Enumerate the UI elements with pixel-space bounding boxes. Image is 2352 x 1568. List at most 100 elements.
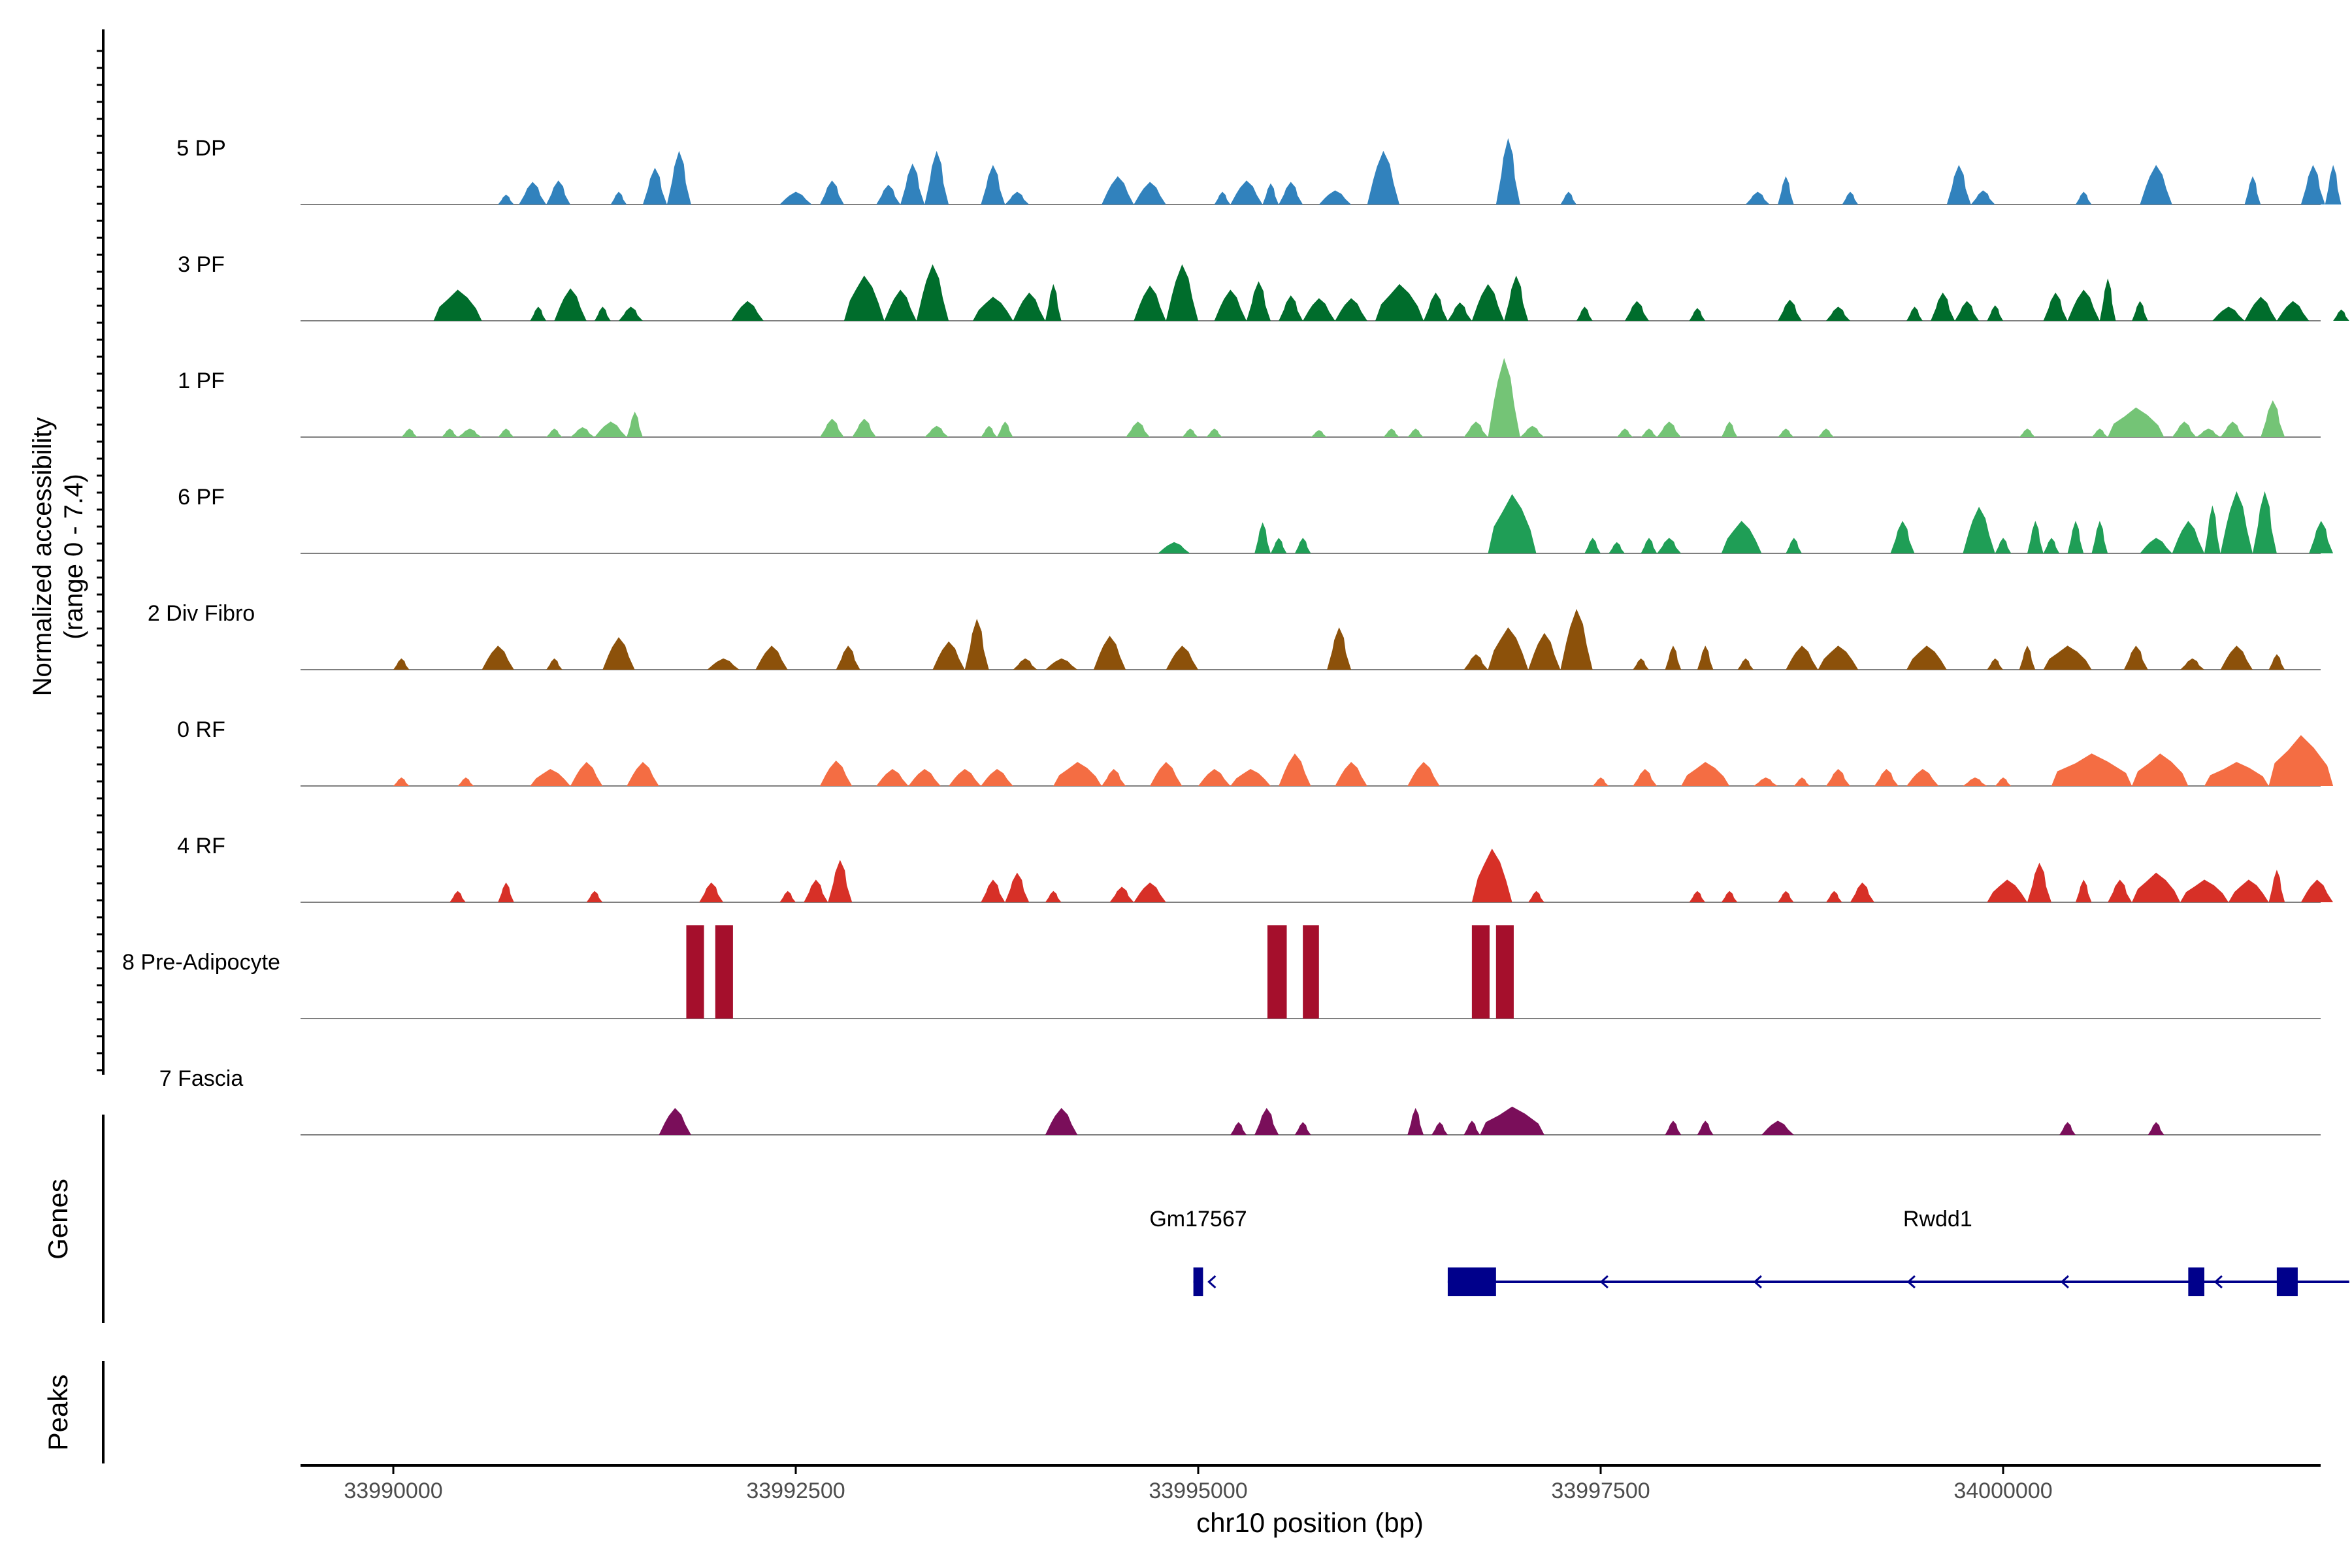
- coverage-peak: [1045, 284, 1062, 321]
- coverage-peak: [1786, 538, 1802, 553]
- coverage-peak: [1778, 890, 1794, 902]
- coverage-peak: [981, 879, 1005, 902]
- coverage-peak: [610, 191, 627, 204]
- coverage-peak: [1890, 521, 1915, 553]
- coverage-peak: [1488, 494, 1537, 553]
- coverage-peak: [1778, 299, 1802, 321]
- coverage-peak: [707, 658, 740, 670]
- coverage-peak: [1995, 538, 2012, 553]
- coverage-peak: [1318, 190, 1352, 204]
- coverage-peak: [1423, 292, 1448, 321]
- coverage-peak: [908, 769, 941, 786]
- coverage-peak: [498, 882, 514, 902]
- coverage-peak: [1375, 284, 1424, 321]
- coverage-peak: [1737, 658, 1754, 670]
- track-label: 1 PF: [178, 368, 225, 393]
- coverage-peak: [1745, 191, 1770, 204]
- coverage-peak: [1641, 429, 1658, 437]
- coverage-peak: [1657, 538, 1682, 553]
- track-label: 5 DP: [176, 136, 226, 161]
- coverage-peak: [1463, 421, 1488, 437]
- track-label: 2 Div Fibro: [148, 601, 255, 626]
- coverage-peak: [1689, 308, 1706, 321]
- coverage-peak: [1102, 176, 1134, 204]
- coverage-peak: [1609, 542, 1625, 553]
- x-tick-label: 33992500: [746, 1478, 845, 1503]
- coverage-peak: [595, 421, 627, 437]
- coverage-peak: [570, 427, 595, 437]
- coverage-peak: [1013, 292, 1045, 321]
- coverage-peak: [1093, 636, 1126, 670]
- coverage-peak: [1166, 645, 1198, 670]
- coverage-peak: [973, 297, 1013, 321]
- track-4: 2 Div Fibro: [148, 601, 2321, 670]
- coverage-peak: [1335, 298, 1367, 321]
- coverage-peak: [2108, 407, 2164, 437]
- coverage-peak: [1182, 429, 1198, 437]
- coverage-peak: [1480, 1106, 1544, 1135]
- coverage-peak: [1267, 925, 1287, 1019]
- coverage-peak: [1963, 506, 1995, 553]
- coverage-peak: [2132, 872, 2181, 902]
- coverage-peak: [1721, 421, 1738, 437]
- coverage-peak: [1689, 890, 1706, 902]
- coverage-peak: [1955, 301, 1980, 321]
- coverage-peak: [2172, 521, 2204, 553]
- coverage-peak: [924, 425, 949, 437]
- coverage-peak: [1874, 769, 1899, 786]
- coverage-peak: [546, 429, 563, 437]
- y-axis-title-line-2: (range 0 - 7.4): [59, 474, 88, 639]
- coverage-peak: [843, 275, 885, 321]
- coverage-peak: [1206, 429, 1222, 437]
- coverage-peak: [2140, 538, 2172, 553]
- track-1: 3 PF: [178, 252, 2349, 321]
- coverage-peak: [1818, 429, 1835, 437]
- coverage-peak: [1495, 138, 1520, 204]
- track-label: 8 Pre-Adipocyte: [122, 950, 280, 975]
- coverage-peak: [1367, 150, 1399, 204]
- coverage-peak: [1463, 654, 1488, 670]
- coverage-peak: [1214, 289, 1247, 321]
- coverage-peak: [1045, 890, 1062, 902]
- genes-panel-label: Genes: [42, 1179, 73, 1260]
- coverage-peak: [2132, 301, 2148, 321]
- gene-label: Gm17567: [1149, 1207, 1247, 1232]
- coverage-peak: [2325, 165, 2342, 204]
- coverage-peak: [2300, 165, 2325, 204]
- coverage-peak: [2027, 521, 2044, 553]
- coverage-peak: [1134, 285, 1166, 321]
- coverage-peak: [1665, 645, 1682, 670]
- coverage-peak: [1246, 281, 1271, 321]
- coverage-peak: [2091, 429, 2108, 437]
- coverage-peak: [2132, 753, 2189, 786]
- coverage-peak: [2204, 505, 2221, 553]
- coverage-peak: [1721, 890, 1738, 902]
- gene-exon: [2276, 1267, 2298, 1296]
- coverage-peak: [964, 619, 989, 670]
- coverage-peak: [546, 658, 563, 670]
- coverage-peak: [819, 760, 853, 786]
- coverage-peak: [686, 925, 704, 1019]
- coverage-peak: [1134, 882, 1166, 902]
- coverage-peak: [2252, 491, 2277, 553]
- coverage-peak: [804, 879, 828, 902]
- coverage-peak: [1641, 538, 1658, 553]
- coverage-peak: [1987, 658, 2003, 670]
- coverage-peak: [2244, 176, 2261, 204]
- coverage-peak: [2027, 862, 2051, 902]
- coverage-peak: [2228, 879, 2269, 902]
- coverage-peak: [1270, 538, 1287, 553]
- coverage-peak: [627, 412, 643, 437]
- track-label: 3 PF: [178, 252, 225, 277]
- coverage-peak: [1987, 305, 2003, 321]
- coverage-peak: [627, 762, 659, 786]
- accessibility-axis: [97, 29, 105, 1075]
- track-7: 8 Pre-Adipocyte: [122, 925, 2321, 1019]
- coverage-peak: [2019, 645, 2036, 670]
- x-axis-title: chr10 position (bp): [1196, 1507, 1424, 1538]
- coverage-peak: [1005, 191, 1030, 204]
- coverage-peak: [876, 769, 909, 786]
- coverage-peak: [1166, 264, 1198, 321]
- coverage-peak: [1303, 925, 1319, 1019]
- coverage-peak: [884, 289, 917, 321]
